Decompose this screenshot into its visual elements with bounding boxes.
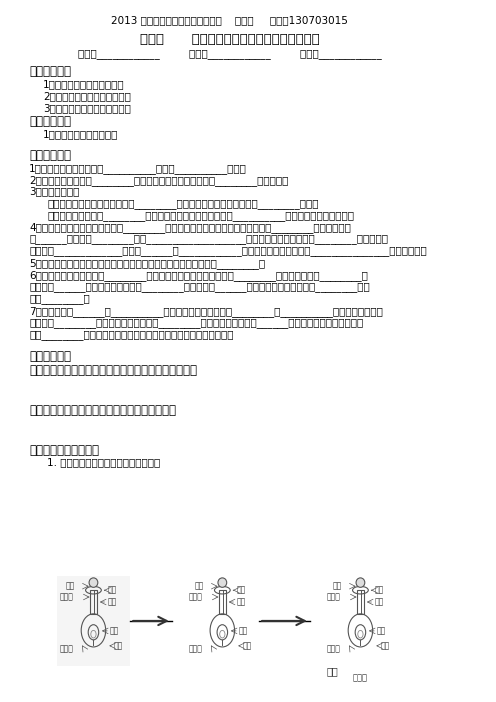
Text: 1. 结合受精过程示意图，分析受精过程: 1. 结合受精过程示意图，分析受精过程 — [48, 458, 161, 468]
Text: 受精卵: 受精卵 — [353, 674, 368, 682]
Circle shape — [89, 578, 98, 588]
Text: 1、植物的生殖方式可分为__________生殖和__________生殖。: 1、植物的生殖方式可分为__________生殖和__________生殖。 — [29, 163, 247, 173]
Text: 胚珠: 胚珠 — [239, 626, 248, 635]
Text: 5、人工授粉：为了提高农作物的产量，人们常用人工的方法来传播________。: 5、人工授粉：为了提高农作物的产量，人们常用人工的方法来传播________。 — [29, 258, 265, 270]
Text: 二、说说风媒花的特点对植物传粉有什么作用。: 二、说说风媒花的特点对植物传粉有什么作用。 — [29, 404, 176, 417]
Bar — [90, 590, 97, 614]
Text: 2013 学年七年级（下）科学导学稿    新授课     编号：130703015: 2013 学年七年级（下）科学导学稿 新授课 编号：130703015 — [111, 15, 348, 25]
Text: 班级：____________         小组：____________         姓名：____________: 班级：____________ 小组：____________ 姓名：_____… — [78, 49, 381, 59]
Text: 2、知道传粉及传粉方式和途径: 2、知道传粉及传粉方式和途径 — [43, 91, 130, 101]
Text: 3、知道被子植物的受精与发育: 3、知道被子植物的受精与发育 — [43, 103, 130, 113]
Text: 4、异花传粉的途径：虫媒花，靠________传粉；这种花的特点是：花粉较黏，有________的花被、芳香: 4、异花传粉的途径：虫媒花，靠________传粉；这种花的特点是：花粉较黏，有… — [29, 223, 351, 234]
Text: 花粉: 花粉 — [194, 582, 204, 590]
Text: 子房: 子房 — [114, 642, 123, 650]
Text: 花粉管: 花粉管 — [326, 592, 340, 602]
Text: 【学习目标】: 【学习目标】 — [29, 65, 71, 78]
Text: 子房壁: 子房壁 — [326, 644, 340, 654]
Text: 胚珠: 胚珠 — [377, 626, 386, 635]
Text: 一、说说虫媒花的特点以及昆虫是怎样帮助花传粉的。: 一、说说虫媒花的特点以及昆虫是怎样帮助花传粉的。 — [29, 364, 197, 377]
Text: 花粉: 花粉 — [333, 582, 342, 590]
Text: 子房壁: 子房壁 — [188, 644, 202, 654]
Text: 柱头: 柱头 — [236, 585, 246, 595]
Text: 卵发育成________。子房内如果只有一个________，受精后果实内只有______种子，如桃子等。子房内如: 卵发育成________。子房内如果只有一个________，受精后果实内只有_… — [29, 318, 363, 328]
Text: 异花传粉：花粉落到________花的柱头上的传粉方式。其中，__________传粉是普遍的传粉方式。: 异花传粉：花粉落到________花的柱头上的传粉方式。其中，_________… — [48, 211, 355, 220]
Text: 花柱: 花柱 — [374, 597, 383, 607]
Text: 【合作学习】: 【合作学习】 — [29, 350, 71, 363]
Bar — [57, 576, 130, 665]
Text: 的______、甜美的________。像___________________等植物的花。风媒花，靠________传粉；特点: 的______、甜美的________。像___________________… — [29, 234, 388, 244]
Text: 胚珠: 胚珠 — [110, 626, 119, 635]
Text: 【课前预习】: 【课前预习】 — [29, 149, 71, 161]
Circle shape — [218, 578, 227, 588]
Text: 花柱: 花柱 — [236, 597, 246, 607]
Text: 1、被子植物的受精与发育: 1、被子植物的受精与发育 — [43, 129, 118, 139]
Text: 6、完成传粉后，花粉受到________分泌的黏液的刺激，就萌发形成________；穿过柱头伸入________，: 6、完成传粉后，花粉受到________分泌的黏液的刺激，就萌发形成______… — [29, 270, 368, 282]
Circle shape — [356, 578, 365, 588]
Text: 受精: 受精 — [327, 665, 339, 676]
Text: 三、受精和果实的形成: 三、受精和果实的形成 — [29, 444, 99, 456]
Text: 子房壁: 子房壁 — [60, 644, 73, 654]
Text: 花柱: 花柱 — [107, 597, 117, 607]
Text: 花粉: 花粉 — [66, 582, 75, 590]
Text: 柱头: 柱头 — [374, 585, 383, 595]
Text: 一直到达______。同时花粉管内形成________。精子到达______后，一个精子与胚珠内的________融合: 一直到达______。同时花粉管内形成________。精子到达______后，… — [29, 282, 370, 292]
Text: 1、知道被子植物的有性生殖: 1、知道被子植物的有性生殖 — [43, 79, 124, 89]
Text: 【重点难点】: 【重点难点】 — [29, 115, 71, 128]
Text: 2、传粉是指雄蕊中的________从花药中散出来，落到雌蕊的________上的过程。: 2、传粉是指雄蕊中的________从花药中散出来，落到雌蕊的________上… — [29, 175, 288, 185]
Text: 7、子房发育成______，__________发育成果皮，胚珠发育成________，__________发育成种皮，受精: 7、子房发育成______，__________发育成果皮，胚珠发育成_____… — [29, 306, 383, 317]
Bar — [357, 590, 364, 614]
Text: 是：花粉_____________、柱头______或____________、并且伸出花瓣外面。像_______________等植物的花。: 是：花粉_____________、柱头______或____________、… — [29, 246, 427, 256]
Text: 花粉管: 花粉管 — [60, 592, 73, 602]
Text: 果有________胚珠，受精后果实内可以形成许多粒种子，如西瓜等。: 果有________胚珠，受精后果实内可以形成许多粒种子，如西瓜等。 — [29, 330, 234, 340]
Text: 第五节      植物生殖方式的多样性（第一课时）: 第五节 植物生殖方式的多样性（第一课时） — [140, 33, 319, 46]
Bar — [219, 590, 226, 614]
Text: 子房: 子房 — [243, 642, 252, 650]
Text: 形成________。: 形成________。 — [29, 294, 90, 304]
Text: 自花传粉：花粉落在同一朵花的________上的传粉方式。豌豆是典型的________传粉。: 自花传粉：花粉落在同一朵花的________上的传粉方式。豌豆是典型的_____… — [48, 199, 319, 208]
Text: 柱头: 柱头 — [107, 585, 117, 595]
Text: 子房: 子房 — [380, 642, 390, 650]
Text: 花粉管: 花粉管 — [188, 592, 202, 602]
Text: 3、传粉的方式：: 3、传粉的方式： — [29, 187, 79, 197]
